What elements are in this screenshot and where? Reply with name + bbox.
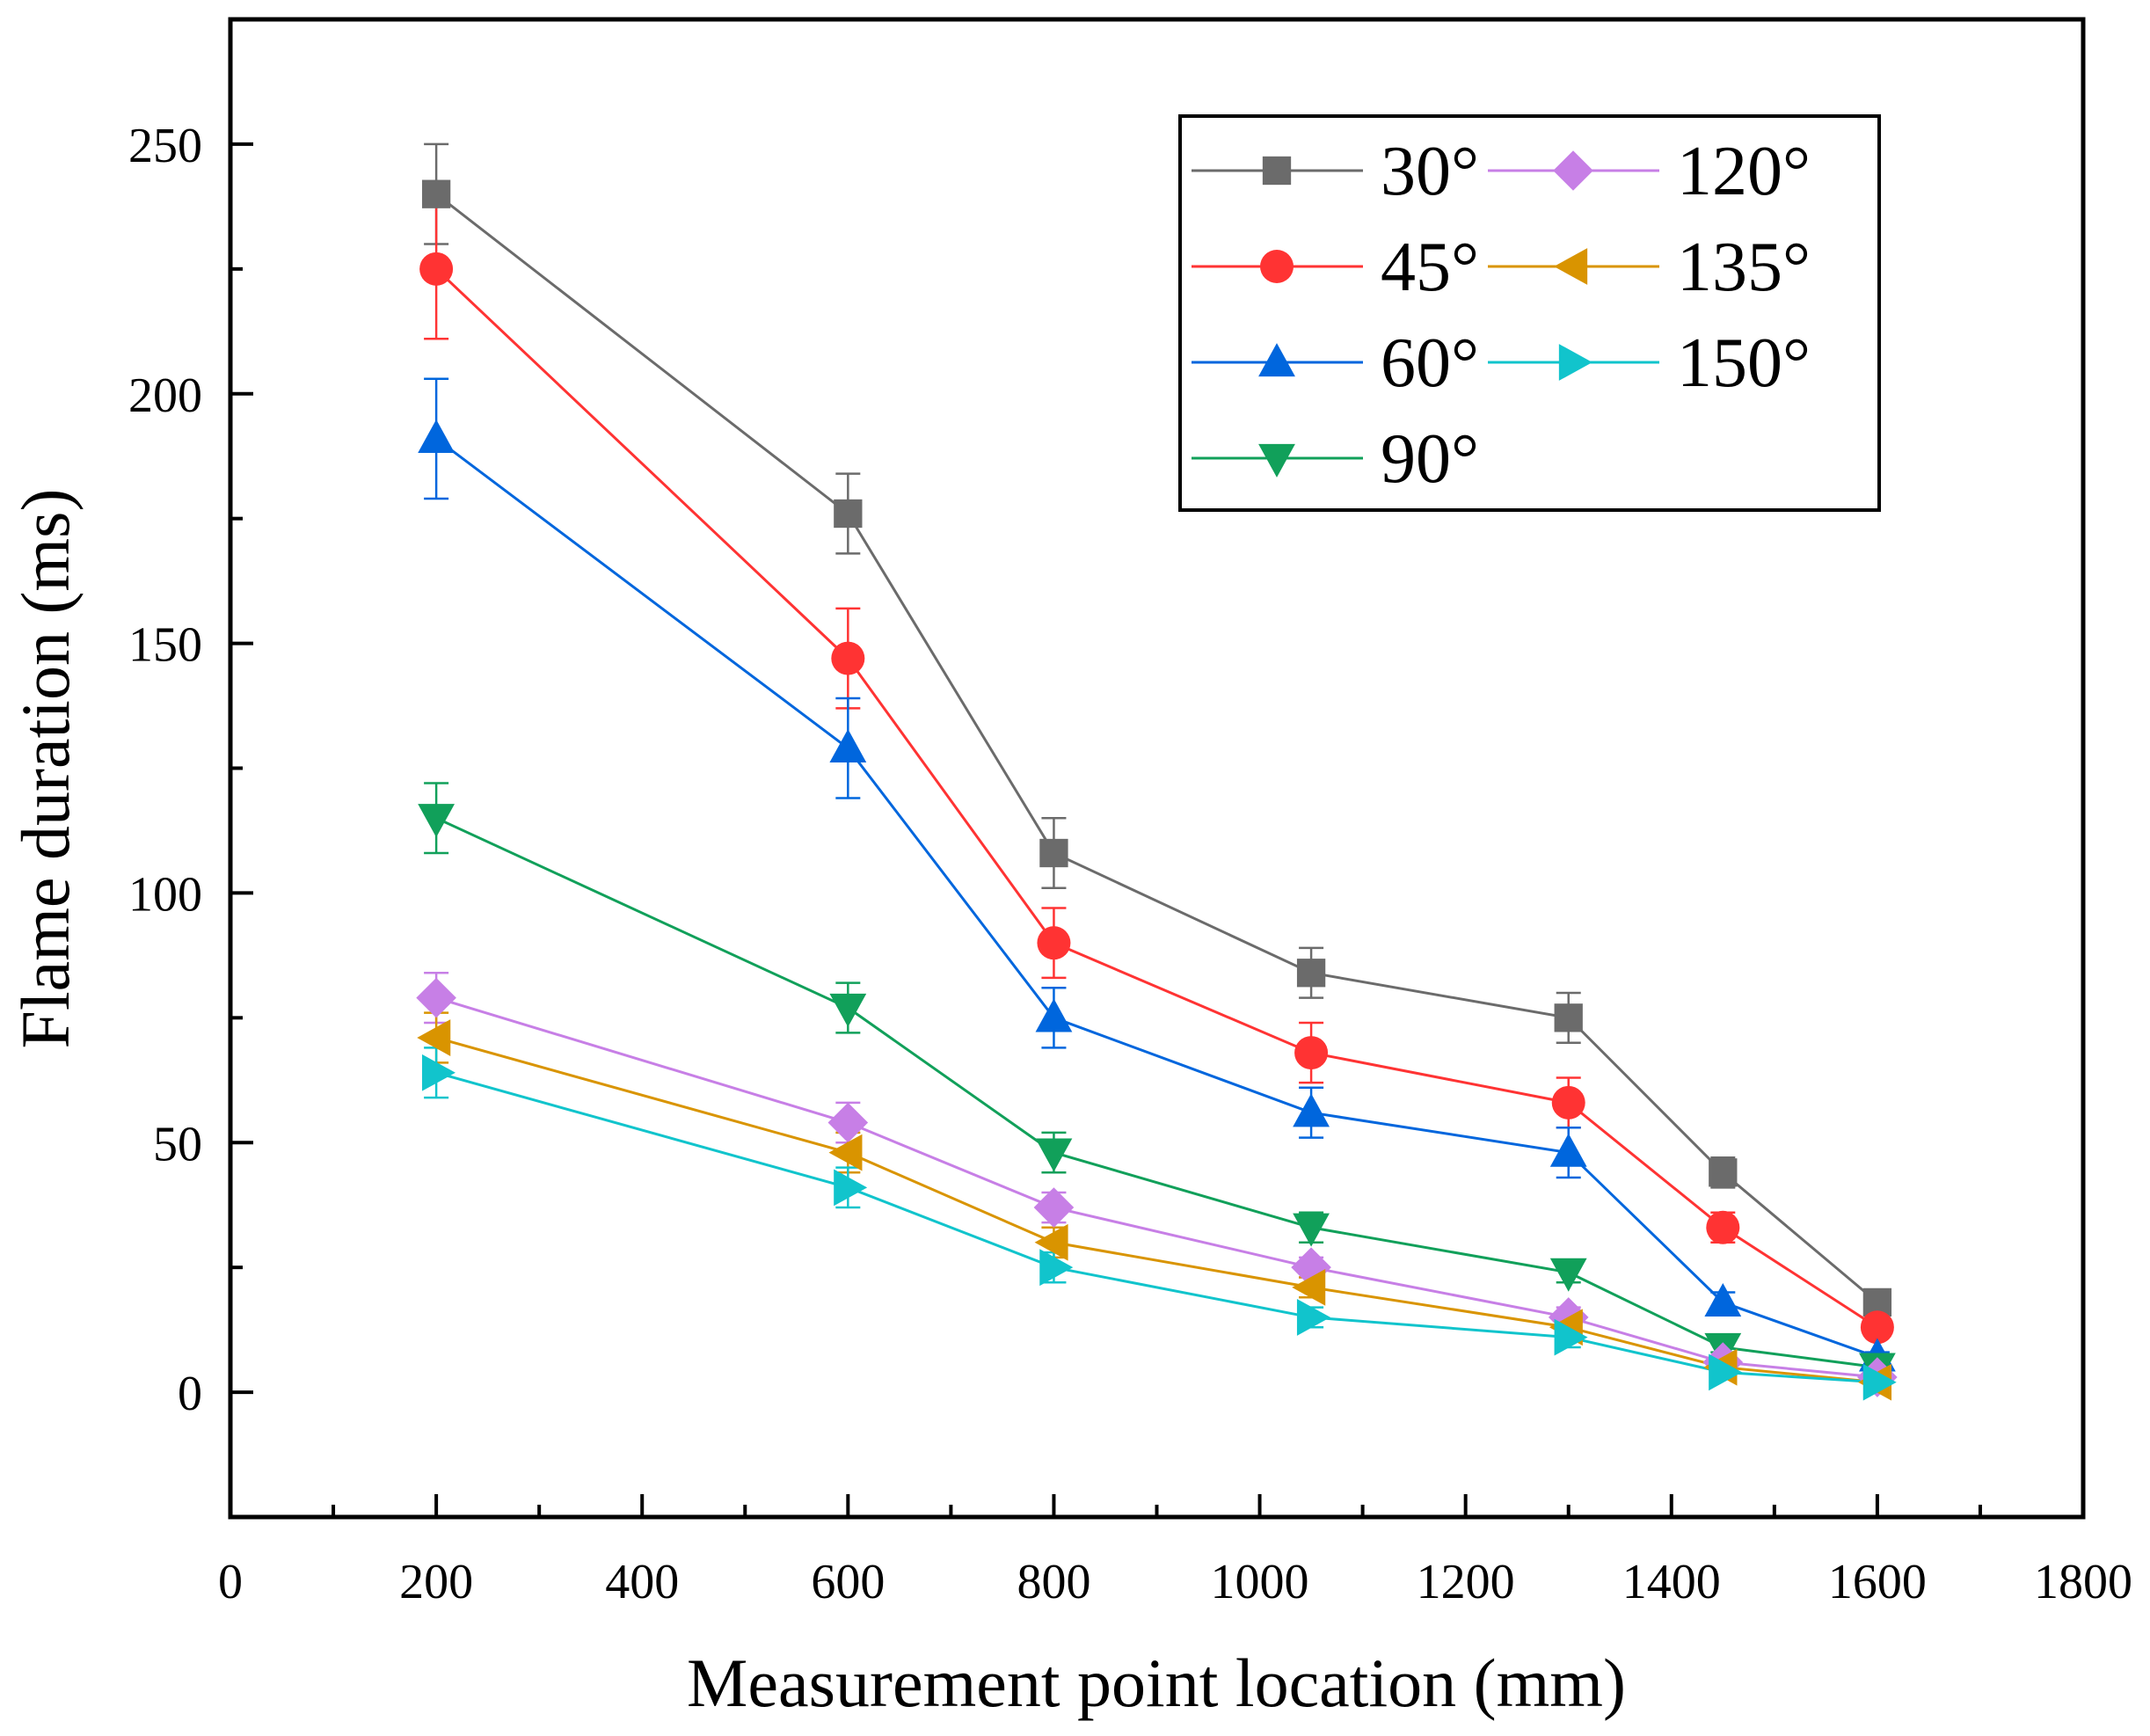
y-tick-label: 150 (128, 618, 202, 673)
data-point (416, 978, 456, 1018)
data-point (1297, 1299, 1330, 1336)
data-point (829, 994, 866, 1027)
series-line (436, 439, 1877, 1358)
legend-label: 150° (1677, 325, 1811, 402)
legend-label: 60° (1381, 325, 1479, 402)
y-tick-label: 100 (128, 867, 202, 922)
x-tick-label: 400 (605, 1555, 679, 1609)
data-point (422, 180, 450, 208)
flame-duration-chart: 0 200 400 600 800 1000 1200 1400 1600 1800 0 50 100… (0, 0, 2150, 1736)
series-line (436, 1038, 1877, 1382)
data-point (1294, 1036, 1328, 1069)
legend-label: 90° (1381, 420, 1479, 498)
data-point (834, 500, 862, 528)
y-axis-title: Flame duration (ms) (7, 489, 84, 1049)
data-point (1297, 959, 1325, 987)
data-point (1034, 1187, 1075, 1228)
data-point (1293, 1093, 1330, 1127)
y-tick-label: 50 (153, 1117, 202, 1171)
series-line (436, 1073, 1877, 1382)
x-tick-label: 1200 (1417, 1555, 1515, 1609)
legend: 30° 45° 60° 90° 120° 135° 150° (1180, 116, 1879, 510)
y-tick-label: 200 (128, 368, 202, 423)
data-point (1555, 1003, 1583, 1032)
legend-marker (1260, 250, 1294, 283)
data-point (829, 729, 866, 762)
data-point (418, 419, 455, 453)
data-point (417, 1019, 450, 1056)
x-tick-label: 1800 (2034, 1555, 2132, 1609)
y-tick-label: 0 (178, 1367, 202, 1421)
x-tick-label: 1000 (1211, 1555, 1309, 1609)
data-point (1037, 926, 1070, 959)
x-tick-labels: 0 200 400 600 800 1000 1200 1400 1600 1800 (218, 1555, 2132, 1609)
x-tick-label: 1600 (1828, 1555, 1927, 1609)
data-point (831, 642, 864, 675)
x-tick-label: 800 (1017, 1555, 1090, 1609)
data-point (1706, 1211, 1739, 1244)
x-axis-title: Measurement point location (mm) (687, 1645, 1626, 1721)
x-tick-label: 600 (811, 1555, 885, 1609)
data-point (1550, 1258, 1587, 1292)
x-tick-label: 0 (218, 1555, 243, 1609)
data-point (1036, 998, 1073, 1032)
data-point (422, 1054, 456, 1091)
x-tick-label: 200 (399, 1555, 473, 1609)
legend-label: 120° (1677, 133, 1811, 210)
data-point (1709, 1158, 1737, 1186)
data-point (419, 252, 453, 286)
legend-label: 45° (1381, 229, 1479, 306)
legend-label: 30° (1381, 133, 1479, 210)
data-point (1552, 1086, 1585, 1120)
data-point (1039, 839, 1068, 867)
x-tick-label: 1400 (1622, 1555, 1721, 1609)
y-tick-labels: 0 50 100 150 200 250 (128, 119, 202, 1421)
legend-marker (1263, 157, 1291, 185)
data-point (418, 804, 455, 837)
legend-label: 135° (1677, 229, 1811, 306)
y-tick-label: 250 (128, 119, 202, 173)
data-point (834, 1169, 867, 1206)
